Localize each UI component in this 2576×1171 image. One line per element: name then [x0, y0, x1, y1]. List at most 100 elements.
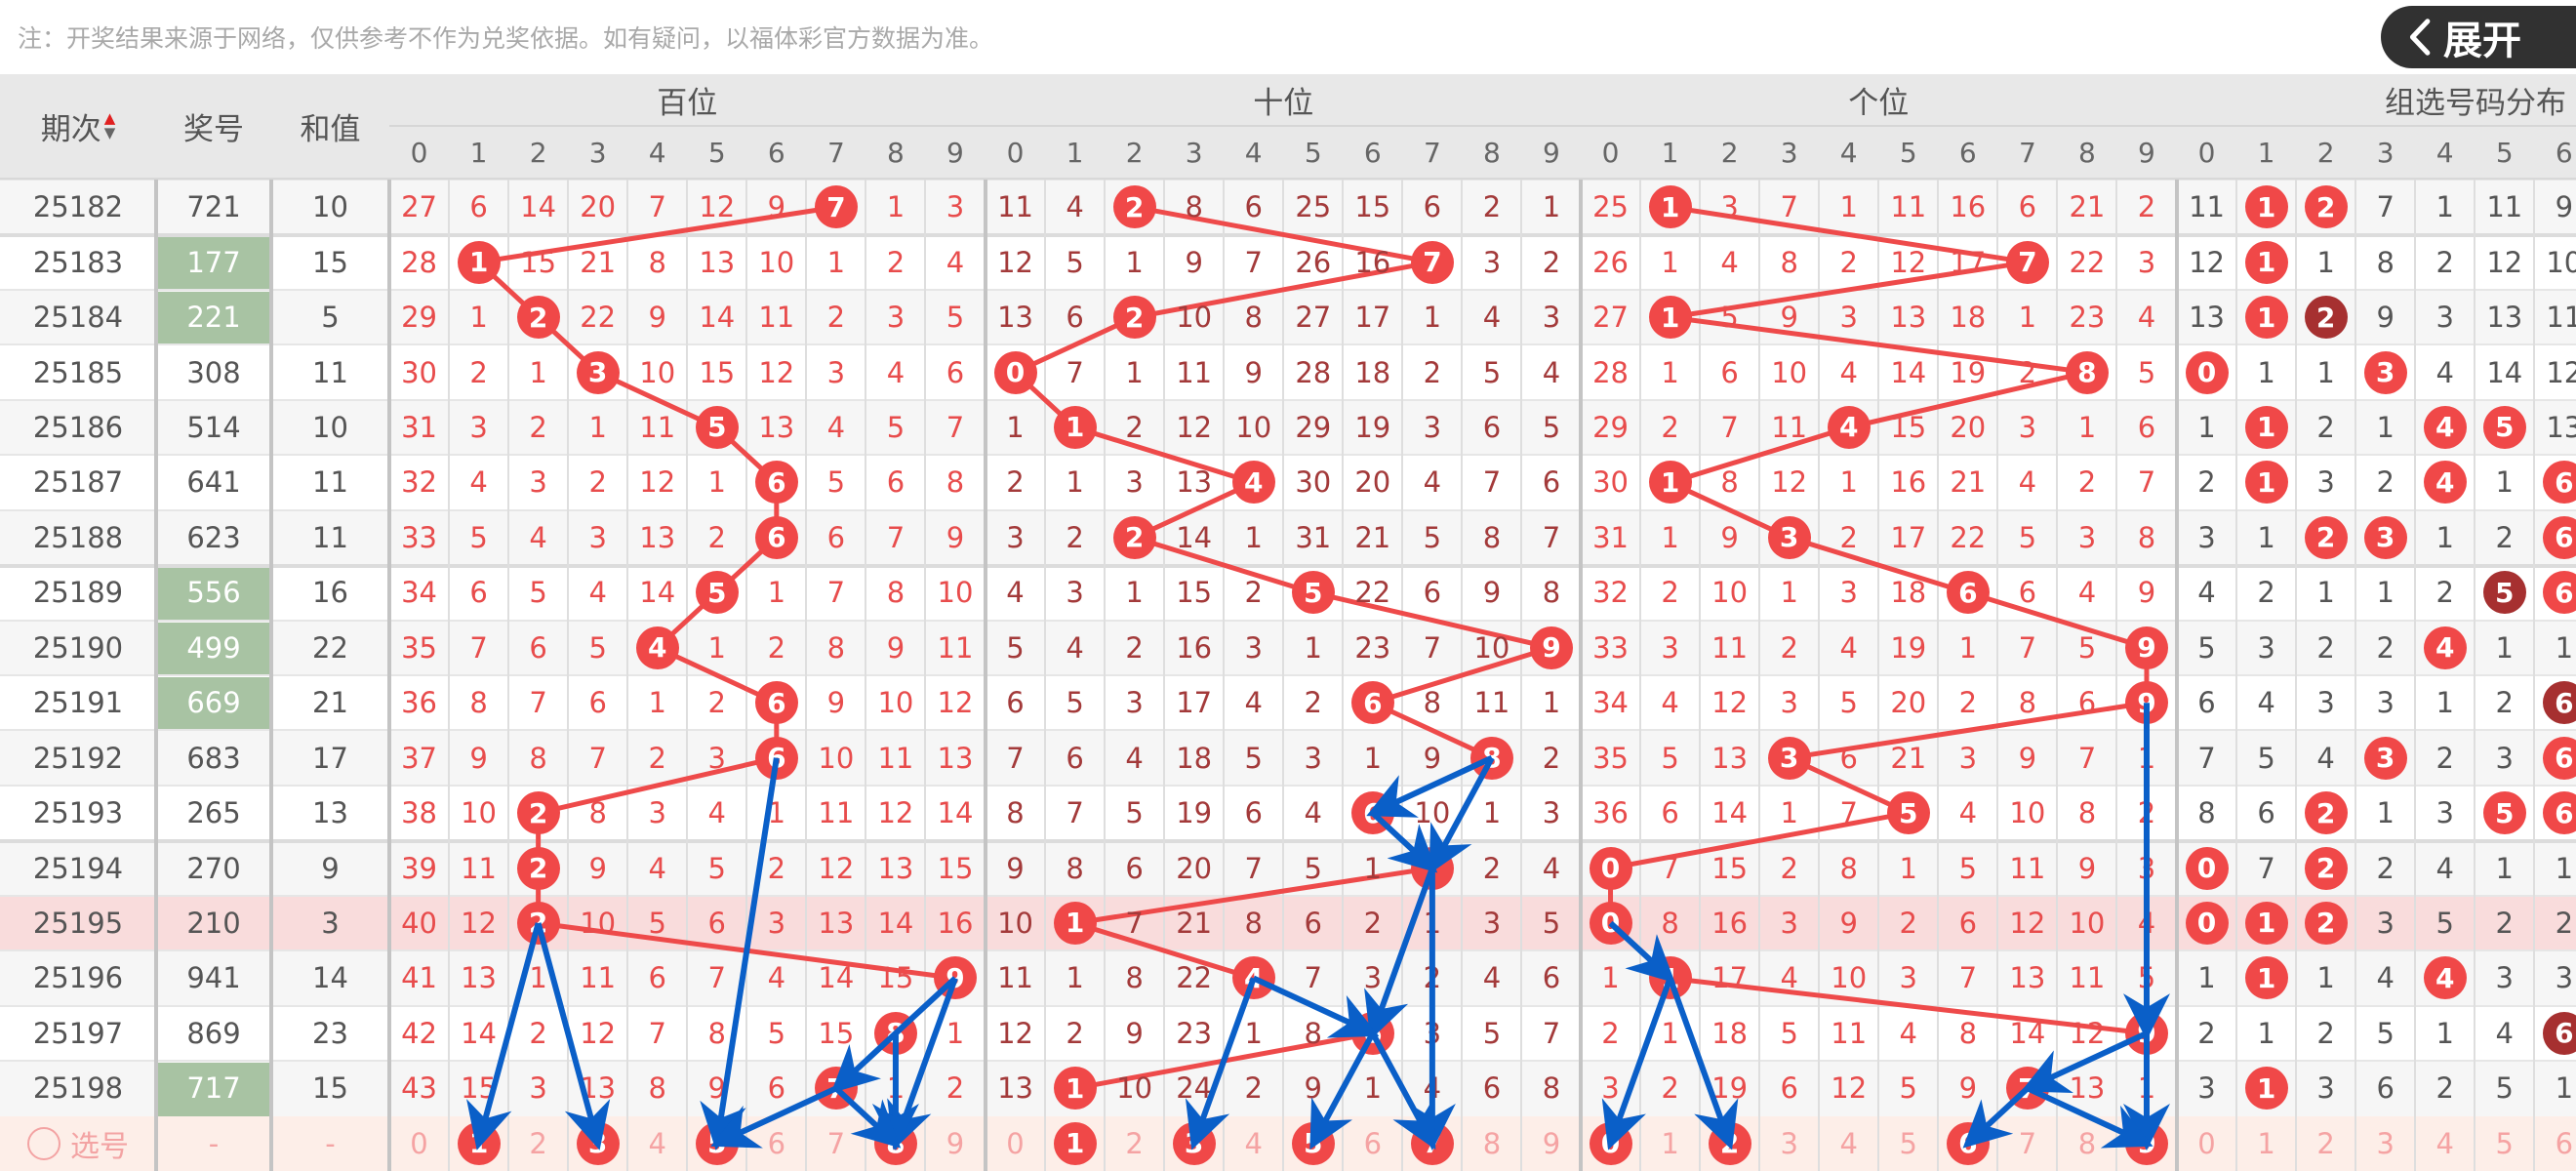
miss-cell[interactable]: 8	[865, 565, 925, 620]
miss-cell[interactable]: 11	[2177, 180, 2236, 234]
miss-cell[interactable]: 6	[2534, 786, 2576, 840]
miss-cell[interactable]: 8	[449, 675, 508, 730]
miss-cell[interactable]: 4	[2415, 400, 2475, 455]
miss-cell[interactable]: 1	[1521, 180, 1581, 234]
miss-cell[interactable]: 5	[687, 565, 746, 620]
miss-cell[interactable]: 10	[2534, 234, 2576, 289]
miss-cell[interactable]: 1	[2355, 400, 2415, 455]
miss-cell[interactable]: 7	[1819, 786, 1878, 840]
miss-cell[interactable]: 12	[687, 180, 746, 234]
miss-cell[interactable]: 4	[1997, 455, 2057, 509]
miss-cell[interactable]: 31	[1283, 510, 1343, 565]
miss-cell[interactable]: 1	[2296, 234, 2355, 289]
miss-cell[interactable]: 7	[1224, 234, 1283, 289]
miss-cell[interactable]: 4	[508, 510, 568, 565]
miss-cell[interactable]: 10	[1997, 786, 2057, 840]
miss-cell[interactable]: 11	[2534, 290, 2576, 344]
miss-cell[interactable]: 6	[1819, 730, 1878, 785]
miss-cell[interactable]: 8	[508, 730, 568, 785]
miss-cell[interactable]: 15	[1164, 565, 1224, 620]
miss-cell[interactable]: 14	[508, 180, 568, 234]
sort-up-down-icon[interactable]: ▲ ▼	[103, 109, 116, 141]
miss-cell[interactable]: 1	[1640, 455, 1700, 509]
miss-cell[interactable]: 3	[2415, 786, 2475, 840]
miss-cell[interactable]: 3	[2177, 510, 2236, 565]
miss-cell[interactable]: 5	[1878, 786, 1938, 840]
miss-cell[interactable]: 5	[568, 621, 627, 675]
miss-cell[interactable]: 7	[986, 730, 1045, 785]
miss-cell[interactable]: 5	[1997, 510, 2057, 565]
miss-cell[interactable]: 3	[2057, 510, 2116, 565]
miss-cell[interactable]: 34	[389, 565, 449, 620]
miss-cell[interactable]: 11	[1759, 400, 1819, 455]
miss-cell[interactable]: 5	[2475, 400, 2534, 455]
miss-cell[interactable]: 5	[986, 621, 1045, 675]
miss-cell[interactable]: 36	[1581, 786, 1640, 840]
miss-cell[interactable]: 7	[2177, 730, 2236, 785]
miss-cell[interactable]: 4	[1462, 290, 1521, 344]
miss-cell[interactable]: 1	[2236, 180, 2296, 234]
miss-cell[interactable]: 3	[2355, 510, 2415, 565]
miss-cell[interactable]: 9	[865, 621, 925, 675]
miss-cell[interactable]: 6	[1938, 565, 1997, 620]
miss-cell[interactable]: 3	[865, 290, 925, 344]
miss-cell[interactable]: 17	[1343, 290, 1402, 344]
miss-cell[interactable]: 8	[1700, 455, 1759, 509]
miss-cell[interactable]: 7	[865, 510, 925, 565]
miss-cell[interactable]: 9	[1997, 730, 2057, 785]
miss-cell[interactable]: 2	[1224, 565, 1283, 620]
miss-cell[interactable]: 2	[1105, 400, 1164, 455]
miss-cell[interactable]: 0	[986, 344, 1045, 399]
miss-cell[interactable]: 6	[1045, 730, 1105, 785]
miss-cell[interactable]: 14	[1164, 510, 1224, 565]
miss-cell[interactable]: 7	[449, 621, 508, 675]
miss-cell[interactable]: 7	[1997, 621, 2057, 675]
miss-cell[interactable]: 1	[1521, 675, 1581, 730]
miss-cell[interactable]: 5	[1045, 234, 1105, 289]
miss-cell[interactable]: 1	[2296, 565, 2355, 620]
miss-cell[interactable]: 32	[389, 455, 449, 509]
miss-cell[interactable]: 4	[2415, 455, 2475, 509]
miss-cell[interactable]: 4	[1938, 786, 1997, 840]
miss-cell[interactable]: 2	[2475, 510, 2534, 565]
miss-cell[interactable]: 5	[1640, 730, 1700, 785]
miss-cell[interactable]: 29	[1581, 400, 1640, 455]
miss-cell[interactable]: 4	[2116, 290, 2176, 344]
miss-cell[interactable]: 1	[1105, 565, 1164, 620]
miss-cell[interactable]: 4	[1283, 786, 1343, 840]
miss-cell[interactable]: 21	[1878, 730, 1938, 785]
miss-cell[interactable]: 2	[568, 455, 627, 509]
miss-cell[interactable]: 7	[1402, 621, 1462, 675]
miss-cell[interactable]: 12	[627, 455, 687, 509]
miss-cell[interactable]: 4	[2177, 565, 2236, 620]
miss-cell[interactable]: 25	[1581, 180, 1640, 234]
miss-cell[interactable]: 1	[1640, 344, 1700, 399]
miss-cell[interactable]: 4	[1224, 675, 1283, 730]
miss-cell[interactable]: 4	[2296, 730, 2355, 785]
miss-cell[interactable]: 1	[2355, 786, 2415, 840]
miss-cell[interactable]: 3	[1462, 234, 1521, 289]
miss-cell[interactable]: 27	[1581, 290, 1640, 344]
miss-cell[interactable]: 6	[986, 675, 1045, 730]
miss-cell[interactable]: 6	[2534, 455, 2576, 509]
miss-cell[interactable]: 7	[925, 400, 985, 455]
miss-cell[interactable]: 2	[687, 675, 746, 730]
miss-cell[interactable]: 3	[2415, 290, 2475, 344]
miss-cell[interactable]: 1	[1343, 730, 1402, 785]
miss-cell[interactable]: 4	[865, 344, 925, 399]
header-period[interactable]: 期次 ▲ ▼	[0, 74, 156, 178]
miss-cell[interactable]: 10	[449, 786, 508, 840]
miss-cell[interactable]: 4	[1402, 455, 1462, 509]
miss-cell[interactable]: 5	[2475, 565, 2534, 620]
miss-cell[interactable]: 6	[449, 565, 508, 620]
miss-cell[interactable]: 1	[2236, 290, 2296, 344]
miss-cell[interactable]: 2	[1105, 510, 1164, 565]
miss-cell[interactable]: 1	[1402, 290, 1462, 344]
miss-cell[interactable]: 2	[1105, 621, 1164, 675]
miss-cell[interactable]: 14	[1700, 786, 1759, 840]
miss-cell[interactable]: 12	[2177, 234, 2236, 289]
miss-cell[interactable]: 9	[1462, 565, 1521, 620]
miss-cell[interactable]: 6	[1640, 786, 1700, 840]
miss-cell[interactable]: 4	[1700, 234, 1759, 289]
miss-cell[interactable]: 1	[1819, 455, 1878, 509]
